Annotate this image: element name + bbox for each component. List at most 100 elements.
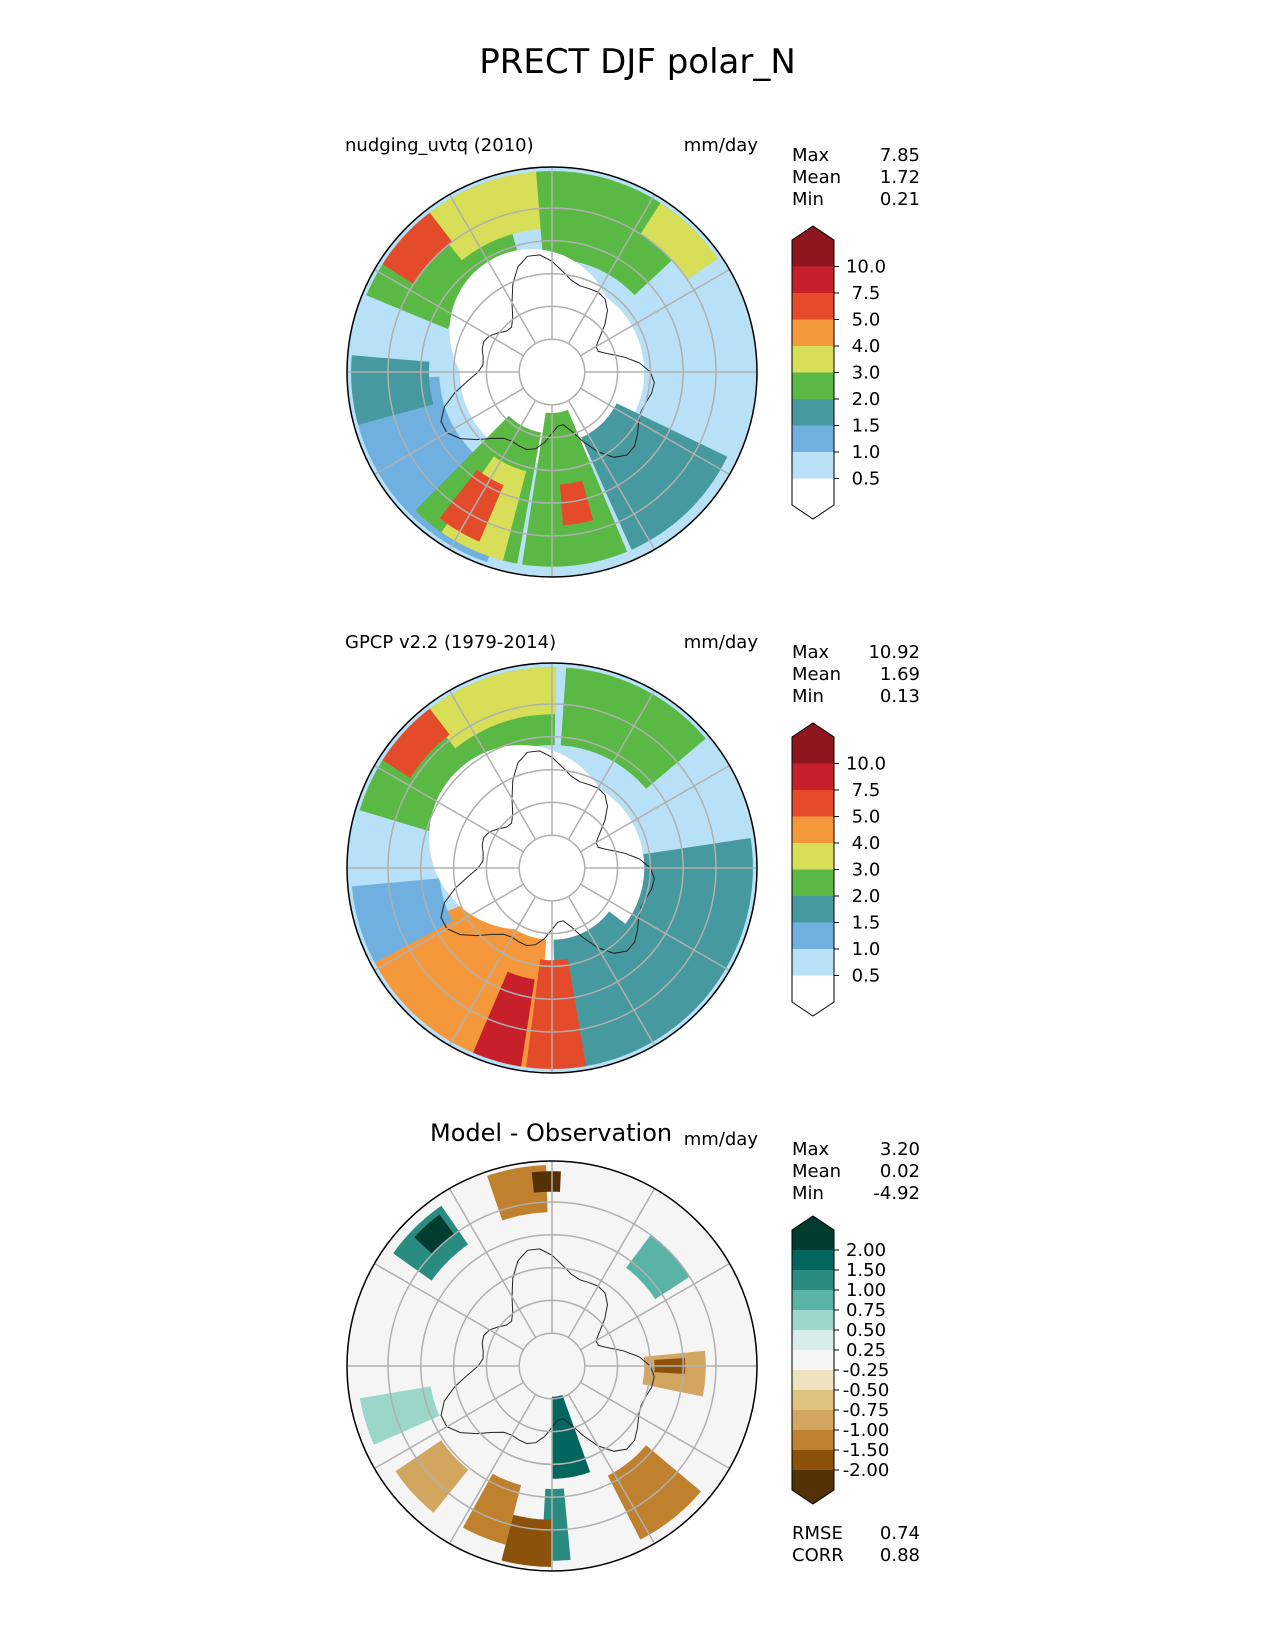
meridian-line xyxy=(374,1262,524,1351)
field-core xyxy=(429,745,614,930)
field-layer xyxy=(347,167,757,577)
stat-mean-value: 0.02 xyxy=(879,1161,920,1182)
meridian-line xyxy=(374,268,524,357)
colorbar-segment xyxy=(792,922,834,949)
field-patch xyxy=(619,838,753,1005)
stat-min-label: Min xyxy=(792,686,824,707)
meridian-line xyxy=(567,1188,656,1338)
colorbar-segment xyxy=(792,399,834,426)
field-patch xyxy=(626,1235,690,1300)
field-patch xyxy=(526,958,587,1069)
stat-max-value: 7.85 xyxy=(879,145,920,166)
colorbar-tick-label: 2.0 xyxy=(852,389,881,410)
panel-units: mm/day xyxy=(683,1129,758,1150)
meridian-line xyxy=(448,1394,537,1544)
colorbar-tick-label: 5.0 xyxy=(852,807,881,828)
field-patch xyxy=(359,1386,440,1445)
field-patch xyxy=(439,469,504,542)
stat-mean-label: Mean xyxy=(792,664,842,685)
colorbar: 2.001.501.000.750.500.25-0.25-0.50-0.75-… xyxy=(791,1215,890,1505)
colorbar-tick-label: 4.0 xyxy=(852,833,881,854)
colorbar-tick-label: 1.5 xyxy=(852,416,881,437)
meridian-line xyxy=(580,1381,730,1470)
stats-block: Max 7.85 Mean 1.72 Min 0.21 xyxy=(792,145,920,211)
colorbar-segment xyxy=(792,843,834,870)
meridian-line xyxy=(374,883,524,972)
colorbar-segment xyxy=(792,816,834,843)
panel-units: mm/day xyxy=(683,135,758,156)
colorbar-outline xyxy=(791,225,835,520)
stat-min-value: -4.92 xyxy=(873,1183,920,1204)
colorbar-segment xyxy=(792,1450,834,1470)
colorbar-tick-label: 1.5 xyxy=(852,913,881,934)
colorbar-tick-label: 3.0 xyxy=(852,363,881,384)
field-patch xyxy=(351,878,453,963)
field-patch xyxy=(382,708,450,778)
colorbar-tick-label: 0.25 xyxy=(846,1340,886,1361)
polar-map xyxy=(346,1160,758,1572)
colorbar-tick-label: -0.25 xyxy=(843,1360,890,1381)
colorbar: 10.0 7.5 5.0 4.0 3.0 2.0 1.5 1.0 0.5 xyxy=(791,225,886,520)
colorbar-tick-label: 1.0 xyxy=(852,939,881,960)
field-patch xyxy=(553,911,712,1069)
colorbar-segment xyxy=(792,1310,834,1330)
meridian-line xyxy=(567,194,656,344)
colorbar-tick-label: -0.50 xyxy=(843,1380,890,1401)
map-boundary xyxy=(346,166,758,578)
colorbar-segment xyxy=(792,1390,834,1410)
stat-max-value: 10.92 xyxy=(868,642,920,663)
field-patch xyxy=(501,1514,552,1567)
stat-min-label: Min xyxy=(792,189,824,210)
colorbar-tick-label: -0.75 xyxy=(843,1400,890,1421)
field-patch xyxy=(462,1473,522,1545)
stat-mean-value: 1.69 xyxy=(879,664,920,685)
colorbar-segment xyxy=(792,1330,834,1350)
panel-title: nudging_uvtq (2010) xyxy=(345,135,534,156)
colorbar-tick-label: 3.0 xyxy=(852,860,881,881)
colorbar-tick-label: -1.50 xyxy=(843,1440,890,1461)
field-patch xyxy=(425,667,557,749)
panel-reference: GPCP v2.2 (1979-2014) mm/day Max 10.92 Me… xyxy=(0,632,1275,1122)
meridian-line xyxy=(567,1394,656,1544)
field-patch xyxy=(640,202,718,280)
colorbar-segment xyxy=(792,319,834,346)
colorbar-segment xyxy=(792,1430,834,1450)
field-patch xyxy=(607,1445,701,1540)
field-patch xyxy=(536,171,699,296)
field-patch xyxy=(382,212,453,284)
colorbar-min-arrow xyxy=(792,975,834,1016)
field-patch xyxy=(414,1214,455,1254)
colorbar-outline xyxy=(791,1215,835,1505)
map-boundary xyxy=(346,1160,758,1572)
colorbar-tick-label: 0.5 xyxy=(852,469,881,490)
colorbar-tick-label: -1.00 xyxy=(843,1420,890,1441)
colorbar-min-arrow xyxy=(792,478,834,519)
field-patch xyxy=(581,403,728,550)
field-patch xyxy=(551,1394,591,1479)
colorbar-tick-label: 5.0 xyxy=(852,310,881,331)
colorbar-tick-label: 4.0 xyxy=(852,336,881,357)
panel-title: GPCP v2.2 (1979-2014) xyxy=(345,632,557,653)
stat-min-value: 0.21 xyxy=(879,189,920,210)
colorbar-segment xyxy=(792,346,834,373)
colorbar-tick-label: 1.50 xyxy=(846,1260,886,1281)
field-patch xyxy=(560,480,594,526)
colorbar-tick-label: 10.0 xyxy=(846,754,886,775)
map-boundary xyxy=(346,662,758,1074)
field-patch xyxy=(395,1440,469,1513)
meridian-line xyxy=(567,400,656,550)
colorbar-tick-label: 0.50 xyxy=(846,1320,886,1341)
colorbar-tick-label: 1.0 xyxy=(852,442,881,463)
meridian-line xyxy=(580,1262,730,1351)
meridian-line xyxy=(374,1381,524,1470)
stat-max-label: Max xyxy=(792,1139,830,1160)
colorbar-tick-label: 10.0 xyxy=(846,257,886,278)
panel-units: mm/day xyxy=(683,632,758,653)
colorbar-max-arrow xyxy=(792,723,834,764)
meridian-line xyxy=(580,764,730,853)
colorbar-min-arrow xyxy=(792,1470,834,1504)
colorbar-segment xyxy=(792,1370,834,1390)
colorbar-tick-label: 1.00 xyxy=(846,1280,886,1301)
stats-block: Max 3.20 Mean 0.02 Min -4.92 xyxy=(792,1139,920,1205)
meridian-line xyxy=(374,387,524,476)
